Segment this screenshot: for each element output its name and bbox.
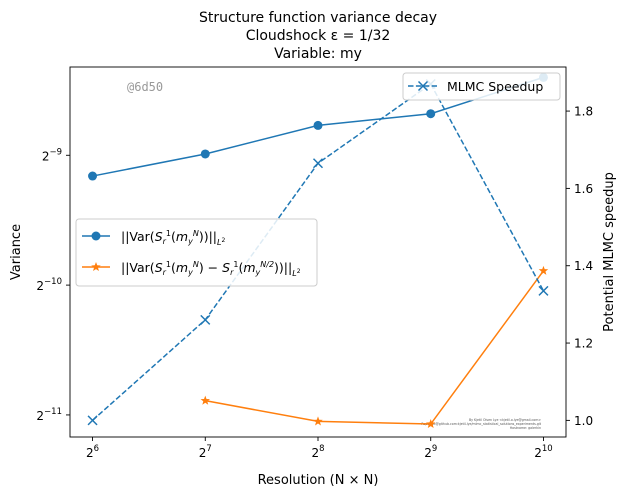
x-tick-label: 27 <box>199 444 212 460</box>
commit-tag: @6d50 <box>127 80 163 94</box>
legend-swatch-speedup-marker <box>417 80 429 92</box>
legend-label-speedup: MLMC Speedup <box>447 79 543 94</box>
fine-print-line-2: Repo: git@github.com:kjetil-lye/mlmc_sta… <box>421 422 541 426</box>
legend-swatch-diff-marker <box>91 262 101 272</box>
data-point <box>87 415 98 426</box>
fine-print: By Kjetil Olsen Lye <kjetil.o.lye@gmail.… <box>421 418 541 430</box>
fine-print-line-3: Hostname: galerkin <box>510 426 541 430</box>
legend-label-variance: ||Var(Sr1(myN))||L2 <box>121 229 225 247</box>
data-point <box>538 285 549 296</box>
data-point <box>425 419 436 429</box>
x-axis: 26 27 28 29 210 <box>86 437 553 460</box>
legend-left: ||Var(Sr1(myN))||L2 ||Var(Sr1(myN) − Sr1… <box>75 218 318 287</box>
x-tick-label: 29 <box>424 444 437 460</box>
legend-swatch-variance-marker <box>91 231 101 241</box>
left-y-tick-label: 2−10 <box>36 277 62 293</box>
data-point <box>312 158 324 169</box>
x-tick-label: 28 <box>311 444 324 460</box>
right-y-tick-label: 1.4 <box>574 259 593 273</box>
left-y-axis-label: Variance <box>9 224 24 280</box>
data-point <box>313 120 323 130</box>
chart-title-line-3: Variable: my <box>274 46 362 62</box>
legend-right: MLMC Speedup <box>402 72 561 101</box>
legend-left-frame <box>75 218 318 287</box>
data-point <box>538 265 549 275</box>
x-tick-label: 26 <box>86 444 99 460</box>
x-tick-label: 210 <box>534 444 552 460</box>
legend-right-frame <box>402 72 561 101</box>
data-point <box>88 171 98 181</box>
fine-print-line-1: By Kjetil Olsen Lye <kjetil.o.lye@gmail.… <box>469 418 541 422</box>
right-y-tick-label: 1.8 <box>574 105 593 119</box>
chart-title-line-1: Structure function variance decay <box>199 10 437 26</box>
data-point <box>200 314 211 325</box>
right-y-axis: 1.0 1.2 1.4 1.6 1.8 <box>566 105 593 428</box>
left-y-tick-label: 2−11 <box>36 407 62 423</box>
series-line <box>205 270 545 425</box>
data-point <box>200 149 210 159</box>
data-point <box>426 109 436 119</box>
left-y-axis: 2−9 2−10 2−11 <box>36 147 70 423</box>
x-axis-label: Resolution (N × N) <box>258 473 379 488</box>
right-y-axis-label: Potential MLMC speedup <box>602 172 617 332</box>
right-y-tick-label: 1.2 <box>574 337 593 351</box>
chart-title-line-2: Cloudshock ε = 1/32 <box>246 28 391 44</box>
series-2 <box>200 265 549 429</box>
data-point <box>313 416 323 426</box>
right-y-tick-label: 1.0 <box>574 414 593 428</box>
right-y-tick-label: 1.6 <box>574 182 593 196</box>
left-y-tick-label: 2−9 <box>42 147 62 163</box>
data-point <box>200 395 211 405</box>
